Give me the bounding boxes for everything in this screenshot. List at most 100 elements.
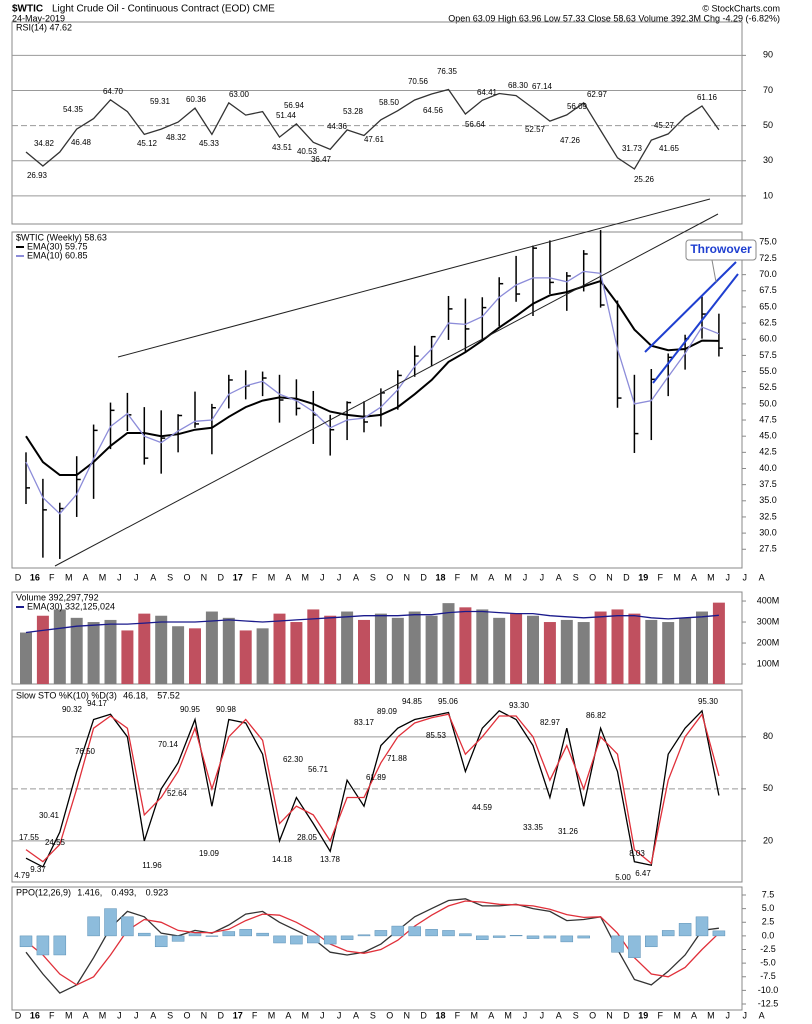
x-tick-label: 18 [435,1010,445,1020]
y-tick-label: 70 [763,85,773,95]
volume-bar [510,613,523,684]
y-tick-label: -10.0 [758,985,779,995]
volume-bar [527,615,539,684]
x-tick-label: F [252,572,258,582]
x-tick-label: S [167,1010,173,1020]
x-tick-label: M [302,1010,310,1020]
value-annotation: 52.64 [167,789,188,798]
y-tick-label: 60.0 [759,334,777,344]
histogram-bar [87,916,100,937]
x-tick-label: A [285,1010,291,1020]
volume-bar [712,602,725,684]
volume-bar [256,628,269,684]
y-tick-label: 62.5 [759,317,777,327]
x-tick-label: M [471,1010,479,1020]
value-annotation: 76.35 [437,67,458,76]
callout-box [685,239,757,261]
y-tick-label: 65.0 [759,301,777,311]
legend-entry: 1.416, [77,887,102,897]
value-annotation: 5.00 [615,873,631,882]
y-tick-label: 37.5 [759,479,777,489]
y-tick-label: 200M [757,637,780,647]
x-tick-label: F [49,1010,55,1020]
y-tick-label: 67.5 [759,285,777,295]
x-tick-label: M [99,1010,107,1020]
y-tick-label: 55.0 [759,366,777,376]
x-tick-label: D [420,1010,427,1020]
x-tick-label: O [183,572,190,582]
symbol: $WTIC [12,4,43,15]
histogram-bar [374,930,388,937]
x-tick-label: A [759,1010,765,1020]
y-tick-label: 47.5 [759,414,777,424]
histogram-bar [307,935,320,944]
histogram-bar [526,935,540,939]
value-annotation: 94.17 [87,699,108,708]
histogram-bar [391,925,405,937]
panel-frame [11,886,743,1011]
volume-bar [459,607,472,684]
x-tick-label: N [403,572,410,582]
series-line [25,709,720,868]
value-annotation: 31.26 [558,827,579,836]
value-annotation: 56.64 [465,120,486,129]
panel-title: Slow STO %K(10) %D(3) [16,690,117,700]
value-annotation: 33.35 [523,823,544,832]
panel-title: RSI(14) 47.62 [16,22,72,32]
y-tick-label: -7.5 [760,971,776,981]
x-tick-label: J [320,572,325,582]
legend-entry: EMA(30) 332,125,024 [27,601,115,611]
histogram-bar [239,929,252,937]
value-annotation: 95.06 [438,697,459,706]
x-tick-label: M [302,572,310,582]
value-annotation: 45.27 [654,121,675,130]
x-tick-label: M [504,1010,512,1020]
volume-bar [374,613,387,684]
y-tick-label: 5.0 [762,903,775,913]
value-annotation: 56.94 [284,101,305,110]
value-annotation: 67.14 [532,82,553,91]
histogram-bar [560,935,574,943]
x-tick-label: S [573,572,579,582]
y-tick-label: 7.5 [762,889,775,899]
y-tick-label: -2.5 [760,944,776,954]
value-annotation: 47.61 [364,135,385,144]
volume-bar [358,619,370,684]
x-tick-label: M [707,1010,715,1020]
y-tick-label: 80 [763,731,773,741]
value-annotation: 76.50 [75,747,96,756]
x-tick-label: J [117,1010,122,1020]
value-annotation: 64.56 [423,106,444,115]
histogram-bar [19,935,33,948]
volume-bar [391,617,404,684]
x-tick-label: 19 [638,1010,648,1020]
x-tick-label: J [540,1010,545,1020]
value-annotation: 56.71 [308,765,329,774]
channel-line [652,273,739,384]
value-annotation: 45.33 [199,139,220,148]
x-tick-label: A [691,1010,697,1020]
x-tick-label: D [218,1010,225,1020]
value-annotation: 85.53 [426,731,447,740]
value-annotation: 86.82 [586,711,607,720]
x-tick-label: O [183,1010,190,1020]
date: 24-May-2019 [12,13,65,23]
x-tick-label: S [370,1010,376,1020]
value-annotation: 89.09 [377,707,398,716]
volume-bar [307,609,320,684]
histogram-bar [340,935,354,940]
x-tick-label: M [471,572,479,582]
y-tick-label: -5.0 [760,958,776,968]
volume-bar [239,630,252,684]
y-tick-label: 50 [763,783,773,793]
y-tick-label: 72.5 [759,253,777,263]
histogram-bar [577,935,590,939]
x-tick-label: 16 [30,1010,40,1020]
x-tick-label: J [337,1010,342,1020]
x-tick-label: S [573,1010,579,1020]
x-tick-label: D [623,1010,630,1020]
volume-bar [560,619,573,684]
x-tick-label: F [252,1010,258,1020]
channel-line [644,261,737,353]
x-tick-label: M [673,572,681,582]
